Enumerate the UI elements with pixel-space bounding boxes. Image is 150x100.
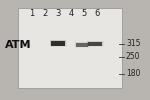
Bar [51, 41, 65, 46]
Text: 6: 6 [94, 8, 100, 18]
Text: 180: 180 [126, 70, 140, 78]
Bar [18, 8, 122, 88]
Bar [88, 42, 102, 46]
Text: 5: 5 [81, 8, 87, 18]
Bar [88, 42, 102, 46]
Bar [87, 41, 104, 47]
Bar [21, 43, 32, 48]
Bar [76, 43, 88, 47]
Bar [22, 44, 30, 47]
Bar [75, 42, 90, 48]
Text: ATM: ATM [5, 40, 31, 50]
Text: 4: 4 [68, 8, 74, 18]
Text: 250: 250 [126, 52, 141, 62]
Bar [22, 44, 30, 47]
Bar [87, 41, 103, 46]
Bar [51, 41, 65, 46]
Text: 315: 315 [126, 40, 141, 48]
Bar [50, 40, 66, 47]
Bar [21, 43, 31, 47]
Text: 2: 2 [42, 8, 48, 18]
Bar [50, 40, 66, 46]
Bar [76, 43, 88, 47]
Bar [75, 42, 89, 47]
Text: 3: 3 [55, 8, 61, 18]
Text: 1: 1 [29, 8, 35, 18]
